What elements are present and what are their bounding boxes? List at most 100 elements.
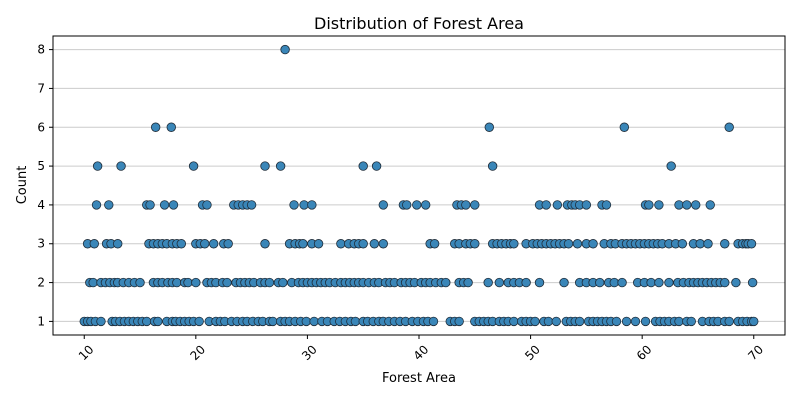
scatter-point — [720, 239, 730, 249]
scatter-point — [588, 239, 598, 249]
scatter-point — [601, 200, 612, 210]
y-tick-label: 7 — [37, 81, 45, 95]
scatter-point — [307, 200, 317, 210]
scatter-point — [677, 239, 688, 249]
scatter-point — [298, 239, 308, 249]
scatter-point — [222, 277, 232, 288]
scatter-point — [703, 239, 713, 249]
scatter-point — [463, 277, 473, 288]
y-tick-label: 1 — [37, 314, 45, 328]
scatter-point — [747, 277, 758, 288]
scatter-point — [574, 316, 585, 327]
scatter-point — [724, 316, 734, 327]
scatter-point — [559, 277, 569, 288]
scatter-point — [521, 277, 531, 288]
scatter-point — [720, 277, 730, 288]
scatter-point — [280, 44, 290, 55]
scatter-point — [666, 161, 676, 171]
scatter-point — [278, 277, 288, 288]
scatter-point — [530, 316, 540, 327]
scatter-point — [202, 200, 212, 210]
scatter-point — [551, 316, 561, 327]
y-tick-label: 6 — [37, 120, 45, 134]
scatter-point — [682, 200, 692, 210]
scatter-point — [420, 200, 431, 210]
scatter-point — [116, 161, 126, 171]
scatter-point — [563, 239, 574, 249]
scatter-point — [168, 200, 179, 210]
scatter-point — [731, 277, 741, 288]
scatter-point — [200, 239, 210, 249]
scatter-point — [470, 239, 480, 249]
scatter-point — [487, 161, 498, 171]
scatter-point — [428, 316, 439, 327]
scatter-point — [621, 316, 632, 327]
scatter-point — [494, 277, 505, 288]
scatter-point — [646, 277, 656, 288]
scatter-point — [194, 316, 204, 327]
scatter-point — [484, 122, 494, 132]
scatter-point — [246, 200, 257, 210]
scatter-point — [595, 277, 605, 288]
scatter-point — [183, 277, 193, 288]
scatter-point — [534, 277, 545, 288]
scatter-point — [617, 277, 627, 288]
scatter-point — [644, 200, 654, 210]
scatter-point — [454, 316, 464, 327]
scatter-point — [378, 200, 388, 210]
scatter-point — [191, 277, 201, 288]
scatter-point — [88, 277, 98, 288]
scatter-point — [619, 122, 630, 132]
scatter-point — [470, 200, 480, 210]
y-axis-ticks: 1 2 3 4 5 6 7 8 — [37, 43, 53, 328]
scatter-point — [402, 200, 412, 210]
scatter-point — [150, 122, 161, 132]
scatter-point — [552, 200, 563, 210]
scatter-point — [630, 316, 641, 327]
scatter-point — [301, 316, 311, 327]
scatter-point — [260, 239, 270, 249]
scatter-point — [429, 239, 440, 249]
points-layer — [79, 44, 759, 327]
y-axis-label: Count — [15, 166, 30, 205]
scatter-point — [541, 200, 551, 210]
scatter-point — [371, 161, 382, 171]
scatter-point — [309, 316, 319, 327]
scatter-point — [96, 316, 106, 327]
scatter-point — [654, 277, 664, 288]
scatter-point — [208, 239, 219, 249]
scatter-point — [581, 200, 592, 210]
scatter-point — [350, 316, 361, 327]
scatter-point — [275, 161, 286, 171]
scatter-point — [113, 239, 123, 249]
scatter-point — [358, 239, 368, 249]
scatter-point — [104, 200, 114, 210]
scatter-point — [336, 239, 346, 249]
scatter-point — [91, 200, 102, 210]
scatter-point — [92, 161, 103, 171]
scatter-point — [145, 200, 155, 210]
scatter-point — [724, 122, 734, 132]
scatter-point — [441, 277, 451, 288]
scatter-point — [543, 316, 554, 327]
scatter-point — [705, 200, 715, 210]
chart-title: Distribution of Forest Area — [314, 14, 524, 33]
scatter-point — [509, 316, 519, 327]
scatter-point — [223, 239, 233, 249]
scatter-point — [153, 316, 163, 327]
scatter-point — [695, 239, 705, 249]
scatter-point — [176, 239, 187, 249]
scatter-point — [166, 122, 176, 132]
scatter-point — [188, 161, 199, 171]
scatter-point — [289, 200, 299, 210]
scatter-point — [572, 239, 583, 249]
scatter-point — [142, 316, 152, 327]
scatter-point — [313, 239, 324, 249]
y-tick-label: 4 — [37, 198, 45, 212]
scatter-point — [483, 277, 493, 288]
scatter-point — [299, 200, 309, 210]
scatter-point — [611, 316, 622, 327]
